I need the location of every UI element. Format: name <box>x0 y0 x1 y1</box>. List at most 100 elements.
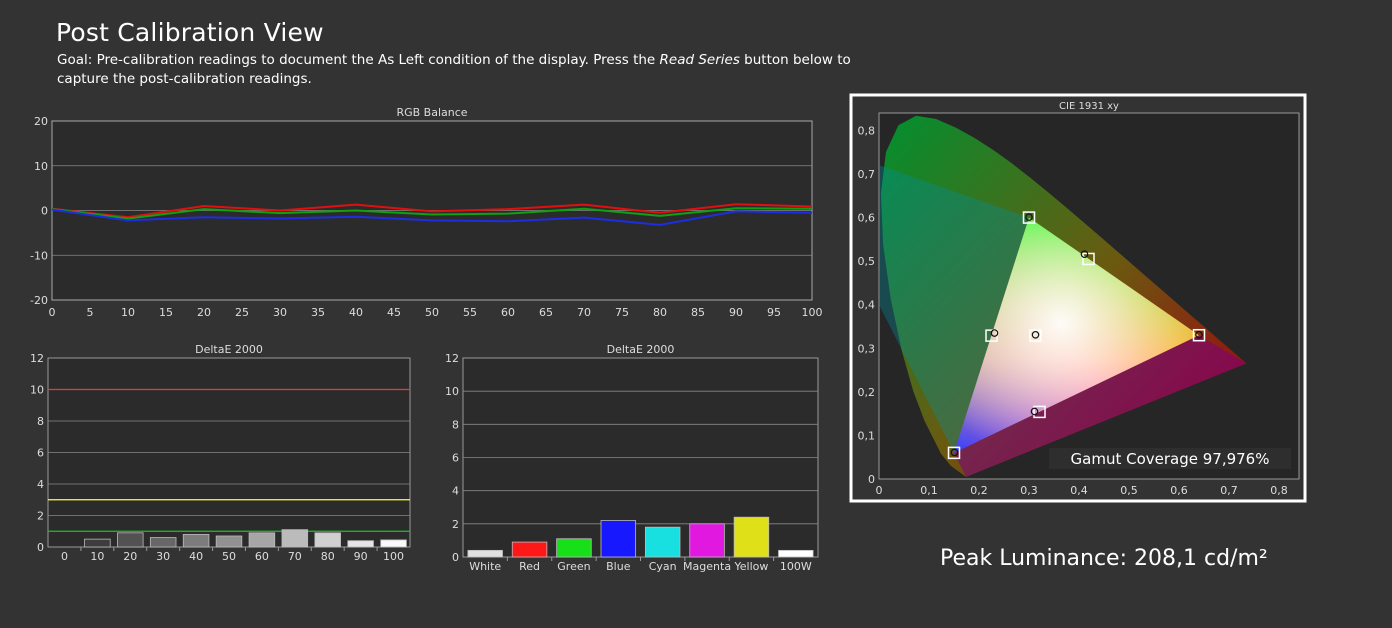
color-y-tick: 4 <box>452 485 459 498</box>
cie-measured-point <box>1031 330 1040 339</box>
cie-x-tick: 0,1 <box>920 484 938 497</box>
gray-x-label: 60 <box>255 550 269 563</box>
rgb-x-tick: 95 <box>767 306 781 319</box>
gamut-coverage-label: Gamut Coverage 97,976% <box>1071 450 1270 468</box>
rgb-y-tick: 0 <box>41 205 48 218</box>
rgb-x-tick: 65 <box>539 306 553 319</box>
cie-plot-area <box>878 112 1300 480</box>
cie-x-tick: 0,2 <box>970 484 988 497</box>
cie-x-tick: 0,8 <box>1270 484 1288 497</box>
color-bar <box>644 526 681 558</box>
color-bar <box>511 541 548 558</box>
color-y-tick: 6 <box>452 452 459 465</box>
color-bar <box>778 549 814 558</box>
rgb-x-tick: 5 <box>87 306 94 319</box>
rgb-x-tick: 20 <box>197 306 211 319</box>
color-y-tick: 0 <box>452 551 459 564</box>
rgb-x-tick: 0 <box>49 306 56 319</box>
rgb-series-line-1 <box>51 207 813 220</box>
cie-purple-region <box>954 335 1247 477</box>
color-bar <box>733 516 770 558</box>
rgb-x-tick: 30 <box>273 306 287 319</box>
cie-target-square <box>1029 329 1042 342</box>
gray-bar <box>347 540 374 548</box>
goal-text: Goal: Pre-calibration readings to docume… <box>57 51 877 89</box>
cie-measured-point <box>990 329 999 337</box>
rgb-y-tick: -10 <box>30 249 48 262</box>
rgb-x-tick: 25 <box>235 306 249 319</box>
gray-bar <box>84 538 111 548</box>
gray-x-label: 30 <box>156 550 170 563</box>
cie-gamut-triangle <box>954 217 1199 453</box>
gray-x-label: 90 <box>354 550 368 563</box>
cie-y-tick: 0,8 <box>858 124 876 137</box>
color-bar <box>689 523 725 558</box>
cie-measured-point <box>1030 407 1039 416</box>
rgb-y-tick: 10 <box>34 160 48 173</box>
cie-y-tick: 0,1 <box>858 429 876 442</box>
cie-target-square <box>1033 405 1046 419</box>
gray-plot-area <box>47 357 411 548</box>
cie-y-tick: 0,2 <box>858 386 876 399</box>
rgb-x-tick: 50 <box>425 306 439 319</box>
gray-y-tick: 8 <box>37 415 44 428</box>
rgb-x-tick: 60 <box>501 306 515 319</box>
goal-suffix: button below to capture the post-calibra… <box>57 52 851 87</box>
gray-x-label: 80 <box>321 550 335 563</box>
gray-x-label: 50 <box>222 550 236 563</box>
peak-luminance: Peak Luminance: 208,1 cd/m² <box>940 546 1268 571</box>
gray-x-label: 100 <box>383 550 404 563</box>
cie-target-square <box>985 329 998 342</box>
cie-x-tick: 0,7 <box>1220 484 1238 497</box>
rgb-series-line-2 <box>51 208 813 226</box>
gray-title: DeltaE 2000 <box>195 343 263 356</box>
color-y-tick: 10 <box>445 385 459 398</box>
cie-gamut-green-tint <box>954 217 1199 453</box>
rgb-x-tick: 10 <box>121 306 135 319</box>
gray-x-label: 40 <box>189 550 203 563</box>
cie-x-tick: 0,5 <box>1120 484 1138 497</box>
rgb-x-tick: 85 <box>691 306 705 319</box>
cie-measured-point <box>1195 330 1203 339</box>
cie-locus <box>880 115 1247 477</box>
cie-target-square <box>1082 252 1095 266</box>
color-bar <box>467 549 503 558</box>
gray-bar <box>117 532 144 548</box>
gray-bar <box>215 535 243 548</box>
cie-y-tick: 0,4 <box>858 299 876 312</box>
gray-y-tick: 12 <box>30 352 44 365</box>
color-plot-area <box>462 357 819 558</box>
rgb-x-tick: 80 <box>653 306 667 319</box>
page-title: Post Calibration View <box>56 18 324 47</box>
cie-measured-point <box>950 448 959 457</box>
gray-bar <box>149 537 177 548</box>
rgb-x-tick: 75 <box>615 306 629 319</box>
rgb-x-tick: 40 <box>349 306 363 319</box>
cie-white-center <box>954 217 1199 453</box>
color-bar <box>556 538 592 558</box>
rgb-y-tick: 20 <box>34 115 48 128</box>
gray-x-label: 0 <box>61 550 68 563</box>
gray-bar <box>281 529 309 548</box>
rgb-x-tick: 35 <box>311 306 325 319</box>
cie-y-tick: 0,6 <box>858 212 876 225</box>
rgb-x-tick: 55 <box>463 306 477 319</box>
gray-x-label: 10 <box>90 550 104 563</box>
gray-y-tick: 2 <box>37 510 44 523</box>
color-x-label: Blue <box>606 560 631 573</box>
rgb-x-tick: 100 <box>802 306 823 319</box>
gray-x-label: 70 <box>288 550 302 563</box>
gray-y-tick: 4 <box>37 478 44 491</box>
color-x-label: Yellow <box>734 560 769 573</box>
color-y-tick: 8 <box>452 418 459 431</box>
rgb-x-tick: 45 <box>387 306 401 319</box>
color-x-label: Cyan <box>649 560 677 573</box>
cie-x-tick: 0,6 <box>1170 484 1188 497</box>
color-y-tick: 12 <box>445 352 459 365</box>
rgb-x-tick: 70 <box>577 306 591 319</box>
cie-y-tick: 0,3 <box>858 342 876 355</box>
cie-title: CIE 1931 xy <box>1059 101 1119 112</box>
cie-measured-point <box>1080 250 1089 258</box>
cie-x-tick: 0 <box>876 484 883 497</box>
